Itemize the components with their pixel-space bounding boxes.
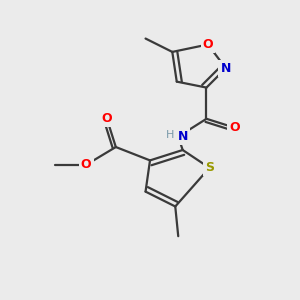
Text: O: O [202,38,213,51]
Text: N: N [220,62,231,75]
Text: O: O [81,158,92,171]
Text: H: H [166,130,174,140]
Text: O: O [102,112,112,125]
Text: O: O [230,121,240,134]
Text: HN: HN [168,130,188,143]
Text: S: S [205,161,214,174]
Text: N: N [178,130,188,143]
